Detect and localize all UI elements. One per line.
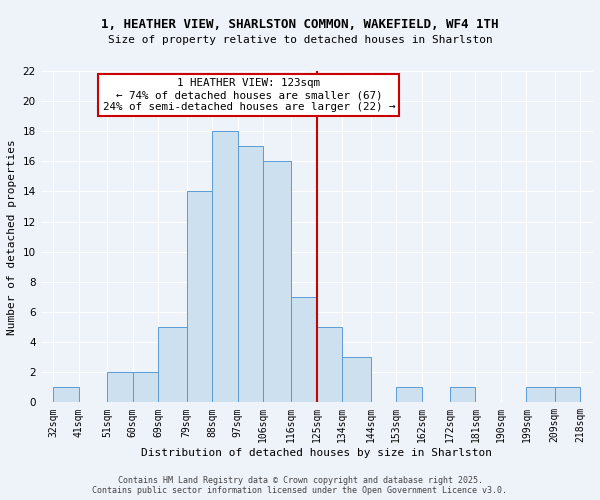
Bar [53, 388, 79, 402]
Bar [212, 131, 238, 402]
Bar [555, 388, 580, 402]
Bar [526, 388, 555, 402]
X-axis label: Distribution of detached houses by size in Sharlston: Distribution of detached houses by size … [142, 448, 493, 458]
Bar [238, 146, 263, 402]
Bar [263, 162, 292, 402]
Bar [107, 372, 133, 402]
Bar [158, 327, 187, 402]
Y-axis label: Number of detached properties: Number of detached properties [7, 139, 17, 334]
Text: 1 HEATHER VIEW: 123sqm
← 74% of detached houses are smaller (67)
24% of semi-det: 1 HEATHER VIEW: 123sqm ← 74% of detached… [103, 78, 395, 112]
Text: Contains HM Land Registry data © Crown copyright and database right 2025.: Contains HM Land Registry data © Crown c… [118, 476, 482, 485]
Bar [187, 192, 212, 402]
Text: Size of property relative to detached houses in Sharlston: Size of property relative to detached ho… [107, 35, 493, 45]
Bar [343, 357, 371, 403]
Bar [450, 388, 475, 402]
Text: Contains public sector information licensed under the Open Government Licence v3: Contains public sector information licen… [92, 486, 508, 495]
Bar [396, 388, 422, 402]
Bar [317, 327, 343, 402]
Bar [133, 372, 158, 402]
Text: 1, HEATHER VIEW, SHARLSTON COMMON, WAKEFIELD, WF4 1TH: 1, HEATHER VIEW, SHARLSTON COMMON, WAKEF… [101, 18, 499, 30]
Bar [292, 297, 317, 403]
